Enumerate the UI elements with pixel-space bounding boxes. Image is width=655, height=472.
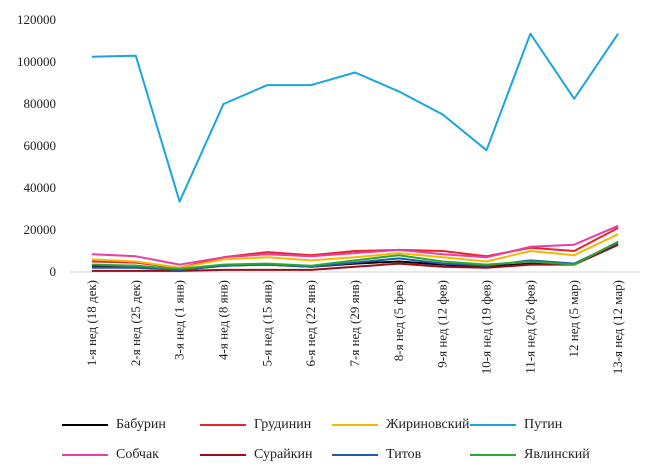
legend-swatch — [470, 454, 516, 456]
x-tick-label: 5-я нед (15 янв) — [259, 280, 274, 366]
x-tick-label: 13-я нед (12 мар) — [610, 280, 625, 374]
x-tick-label: 6-я нед (22 янв) — [303, 280, 318, 366]
legend-swatch — [470, 424, 516, 426]
legend-item: Собчак — [62, 445, 159, 465]
series-line-4 — [91, 224, 619, 266]
legend-item: Бабурин — [62, 415, 166, 435]
legend-swatch — [62, 454, 108, 456]
y-tick-label: 120000 — [17, 12, 56, 27]
x-tick-label: 9-я нед (12 фев) — [435, 280, 450, 368]
legend-item: Грудинин — [200, 415, 311, 435]
series-line-7 — [91, 240, 619, 270]
series-lines — [91, 32, 619, 272]
legend-swatch — [200, 454, 246, 456]
x-tick-label: 4-я нед (8 янв) — [215, 280, 230, 360]
x-tick-label: 2-я нед (25 дек) — [128, 280, 143, 366]
y-tick-label: 80000 — [24, 96, 57, 111]
legend-label: Сурайкин — [254, 447, 313, 462]
legend-item: Жириновский — [332, 415, 470, 435]
x-tick-label: 8-я нед (5 фев) — [391, 280, 406, 361]
y-tick-label: 100000 — [17, 54, 56, 69]
x-axis: 1-я нед (18 дек) 2-я нед (25 дек) 3-я нед … — [84, 280, 625, 374]
y-tick-label: 40000 — [24, 180, 57, 195]
x-tick-label: 3-я нед (1 янв) — [172, 280, 187, 360]
y-tick-label: 20000 — [24, 222, 57, 237]
series-line-3 — [91, 32, 619, 203]
y-tick-label: 60000 — [24, 138, 57, 153]
legend-label: Явлинский — [524, 447, 590, 462]
legend-swatch — [332, 424, 378, 426]
legend-swatch — [200, 424, 246, 426]
series-line-5 — [91, 243, 619, 272]
legend-item: Сурайкин — [200, 445, 312, 465]
legend-item: Явлинский — [470, 445, 590, 465]
legend-item: Титов — [332, 445, 421, 465]
legend-label: Жириновский — [386, 417, 470, 432]
legend: Бабурин Грудинин Жириновский Путин Собчак Сур… — [0, 410, 655, 470]
x-tick-label: 7-я нед (29 янв) — [347, 280, 362, 366]
legend-label: Грудинин — [254, 417, 312, 432]
y-tick-label: 0 — [50, 264, 57, 279]
line-chart: 0 20000 40000 60000 80000 100000 120000 1-я не… — [17, 12, 640, 374]
legend-item: Путин — [470, 415, 562, 435]
y-axis: 0 20000 40000 60000 80000 100000 120000 — [17, 12, 56, 279]
legend-swatch — [62, 424, 108, 426]
x-tick-label: 12 нед (5 мар) — [566, 280, 581, 358]
legend-swatch — [332, 454, 378, 456]
legend-label: Бабурин — [116, 417, 166, 432]
x-tick-label: 1-я нед (18 дек) — [84, 280, 99, 366]
legend-label: Собчак — [116, 447, 159, 462]
series-line-2 — [91, 233, 619, 269]
x-tick-label: 11-я нед (26 фев) — [522, 280, 537, 374]
legend-label: Титов — [386, 447, 422, 462]
x-tick-label: 10-я нед (19 фев) — [479, 280, 494, 374]
legend-label: Путин — [524, 417, 563, 432]
